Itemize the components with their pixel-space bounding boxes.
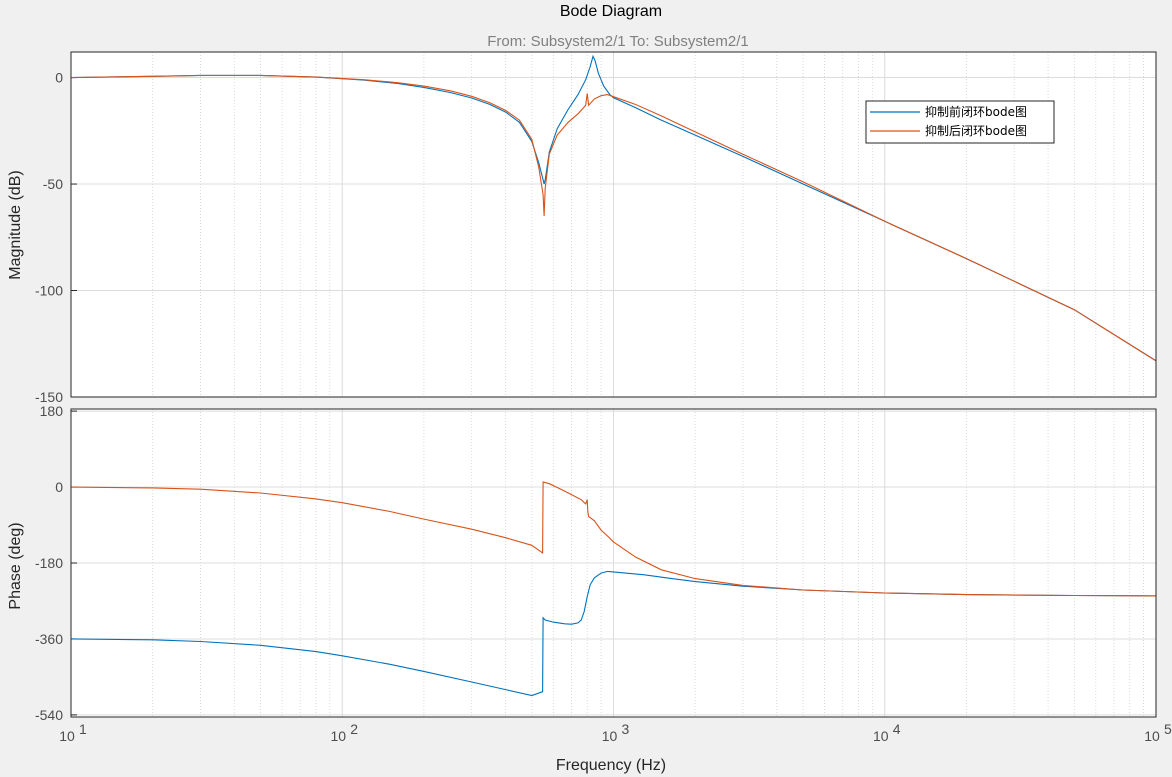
phase-axes-box (70, 408, 1157, 718)
phase-series-line-2 (71, 481, 1156, 597)
x-tick-exponent: 5 (1164, 721, 1172, 737)
legend-entry-1: 抑制前闭环bode图 (925, 104, 1027, 119)
magnitude-ytick-label: 0 (55, 70, 63, 86)
magnitude-ytick-label: -50 (43, 176, 63, 192)
magnitude-series-line-1 (71, 54, 1156, 362)
phase-axes[interactable]: 180 0 -180 -360 -540 (35, 403, 1157, 723)
phase-ytick-label: 180 (40, 403, 64, 419)
x-tick-labels: 10 1 10 2 10 3 10 4 10 5 (59, 721, 1172, 744)
phase-ytick-label: 0 (55, 479, 63, 495)
figure-subtitle: From: Subsystem2/1 To: Subsystem2/1 (487, 33, 749, 50)
x-tick-exponent: 1 (79, 721, 87, 737)
phase-ytick-label: -360 (35, 631, 63, 647)
figure-title: Bode Diagram (560, 3, 662, 20)
magnitude-ytick-label: -150 (35, 389, 63, 405)
x-tick-label: 10 (1144, 728, 1160, 744)
x-tick-exponent: 3 (622, 721, 630, 737)
magnitude-ylabel: Magnitude (dB) (7, 170, 24, 279)
phase-series-line-1 (71, 570, 1156, 697)
x-tick-exponent: 2 (350, 721, 358, 737)
phase-ytick-label: -180 (35, 555, 63, 571)
x-tick-label: 10 (59, 728, 75, 744)
x-tick-label: 10 (873, 728, 889, 744)
legend[interactable]: 抑制前闭环bode图 抑制后闭环bode图 (865, 100, 1055, 144)
x-tick-label: 10 (602, 728, 618, 744)
phase-ytick-label: -540 (35, 707, 63, 723)
x-tick-label: 10 (330, 728, 346, 744)
magnitude-axes-box (70, 51, 1157, 398)
x-axis-label: Frequency (Hz) (556, 757, 666, 774)
legend-box (865, 100, 1055, 144)
legend-entry-2: 抑制后闭环bode图 (925, 123, 1027, 138)
magnitude-ytick-label: -100 (35, 283, 63, 299)
magnitude-series-line-2 (71, 74, 1156, 362)
x-tick-exponent: 4 (893, 721, 901, 737)
phase-ylabel: Phase (deg) (7, 522, 24, 609)
